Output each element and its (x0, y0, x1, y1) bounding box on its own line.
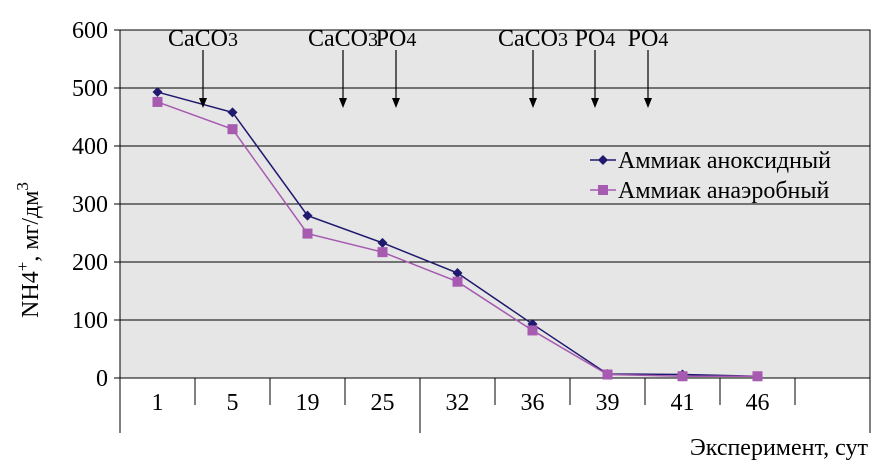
y-tick-label: 0 (96, 366, 108, 392)
annotation-label: PO4 (376, 26, 417, 52)
data-point (302, 210, 313, 221)
data-point (152, 87, 163, 98)
legend-label-anoxic: Аммиак аноксидный (618, 148, 831, 174)
data-point (302, 228, 313, 239)
data-point (377, 247, 388, 258)
x-tick-label: 25 (371, 390, 395, 416)
x-tick-label: 1 (152, 390, 164, 416)
y-tick-label: 600 (72, 18, 108, 44)
data-point (452, 276, 463, 287)
y-tick-label: 500 (72, 76, 108, 102)
legend-item-anaerobic: Аммиак анаэробный (590, 178, 829, 204)
x-tick-label: 36 (521, 390, 545, 416)
data-point (752, 371, 763, 382)
annotation-arrowhead (339, 98, 347, 108)
annotation-arrowhead (644, 98, 652, 108)
y-tick-label: 300 (72, 192, 108, 218)
x-tick-label: 5 (227, 390, 239, 416)
x-tick-label: 32 (446, 390, 470, 416)
y-tick-label: 100 (72, 308, 108, 334)
x-tick-label: 46 (746, 390, 770, 416)
annotation-arrowhead (199, 98, 207, 108)
x-axis-label: Эксперимент, сут (690, 435, 869, 461)
legend: Аммиак аноксидный Аммиак анаэробный (590, 148, 831, 204)
annotation-label: CaCO3 (498, 26, 568, 52)
series (152, 87, 763, 382)
data-point (527, 325, 538, 336)
data-point (227, 124, 238, 135)
y-axis-label: NH4+, мг/дм3 (13, 182, 44, 318)
legend-label-anaerobic: Аммиак анаэробный (618, 178, 829, 204)
y-tick-label: 200 (72, 250, 108, 276)
annotation-arrowhead (392, 98, 400, 108)
annotation-label: CaCO3 (308, 26, 378, 52)
data-point (452, 268, 463, 279)
x-tick-label: 41 (671, 390, 695, 416)
data-point (152, 96, 163, 107)
data-point (377, 237, 388, 248)
x-tick-label: 19 (296, 390, 320, 416)
x-tick-label: 39 (596, 390, 620, 416)
axes: 0 100 200 300 400 500 600 1 5 19 25 32 36 39 41 46 (72, 18, 871, 433)
annotation-label: PO4 (628, 26, 669, 52)
annotation-label: PO4 (575, 26, 616, 52)
data-point (227, 107, 238, 118)
legend-item-anoxic: Аммиак аноксидный (590, 148, 831, 174)
annotation-label: CaCO3 (168, 26, 238, 52)
data-point (602, 369, 613, 380)
y-tick-label: 400 (72, 134, 108, 160)
annotation-arrowhead (529, 98, 537, 108)
data-point (677, 371, 688, 382)
annotation-arrowhead (591, 98, 599, 108)
